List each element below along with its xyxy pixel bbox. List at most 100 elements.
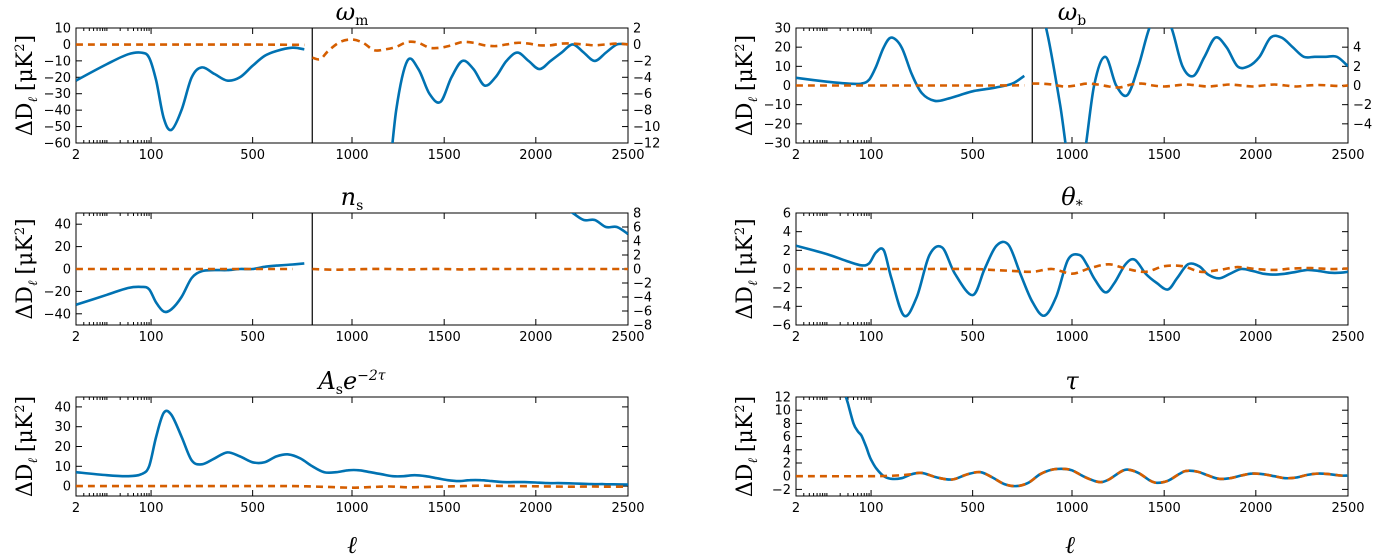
y-tick-label: 4	[783, 225, 791, 240]
y-tick-label-right: 0	[1353, 79, 1361, 94]
ylabel-superscript: 2	[733, 44, 748, 52]
y-tick-label-right: 6	[633, 221, 641, 236]
ylabel-close: ]	[733, 396, 758, 405]
y-axis-label: ΔDℓ [μK2]	[13, 35, 41, 136]
x-tick-label: 2	[72, 501, 80, 516]
y-tick-label-right: −4	[633, 71, 652, 86]
ylabel-main: ΔD	[733, 464, 758, 498]
ylabel-subscript: ℓ	[746, 97, 761, 103]
y-axis-label: ΔDℓ [μK2]	[13, 396, 41, 497]
ylabel-main: ΔD	[733, 286, 758, 320]
y-axis-label: ΔDℓ [μK2]	[13, 218, 41, 319]
ylabel-superscript: 2	[13, 44, 28, 52]
y-tick-label: −20	[44, 285, 71, 300]
x-tick-label: 500	[960, 501, 985, 516]
y-tick-label: 8	[783, 417, 791, 432]
ylabel-superscript: 2	[733, 227, 748, 235]
series-line-solid	[76, 409, 628, 486]
y-tick-label: −40	[44, 307, 71, 322]
ylabel-subscript: ℓ	[26, 97, 41, 103]
y-tick-label: 6	[783, 430, 791, 445]
x-tick-label: 1000	[1055, 501, 1088, 516]
ylabel-subscript: ℓ	[746, 458, 761, 464]
ylabel-superscript: 2	[733, 405, 748, 413]
title-main: ω	[336, 0, 356, 26]
y-tick-label-right: 2	[633, 22, 641, 37]
x-tick-label: 100	[139, 330, 164, 345]
x-tick-label: 2	[792, 330, 800, 345]
title-main: θ	[1061, 183, 1076, 211]
y-tick-label: 10	[54, 22, 71, 37]
series-line-solid	[796, 36, 1026, 103]
y-tick-label: 0	[783, 79, 791, 94]
y-tick-label-right: 4	[1353, 41, 1361, 56]
y-tick-label: −50	[44, 120, 71, 135]
y-tick-label-right: −2	[633, 277, 652, 292]
ylabel-unit: [μK	[13, 412, 38, 452]
title-subscript: *	[1076, 198, 1083, 214]
y-tick-label-right: −8	[633, 319, 652, 334]
x-tick-label: 500	[240, 501, 265, 516]
y-tick-label: 2	[783, 244, 791, 259]
x-tick-label: 2000	[1239, 330, 1272, 345]
y-tick-label-right: −12	[633, 137, 660, 152]
x-tick-label: 1500	[1148, 148, 1181, 163]
panel-title: ωb	[1058, 0, 1087, 29]
title-subscript: s	[356, 198, 363, 214]
y-tick-label: 10	[774, 404, 791, 419]
ylabel-superscript: 2	[13, 227, 28, 235]
y-tick-label: 4	[783, 443, 791, 458]
title-main: A	[316, 367, 335, 395]
plot-frame	[75, 27, 629, 144]
title-superscript: −2τ	[357, 368, 386, 384]
x-tick-label: 2000	[519, 330, 552, 345]
x-tick-label: 2500	[611, 148, 644, 163]
x-tick-label: 2500	[611, 501, 644, 516]
x-tick-label: 500	[960, 330, 985, 345]
panel-title: θ*	[1061, 183, 1082, 214]
x-tick-label: 100	[859, 501, 884, 516]
y-tick-label-right: 2	[1353, 60, 1361, 75]
x-tick-label: 2000	[519, 148, 552, 163]
x-tick-label: 2000	[519, 501, 552, 516]
y-tick-label: 20	[54, 440, 71, 455]
title-main: n	[341, 183, 356, 211]
title-subscript: s	[336, 382, 343, 398]
x-tick-label: 1500	[1148, 501, 1181, 516]
ylabel-main: ΔD	[13, 464, 38, 498]
panel-title: ns	[341, 183, 364, 214]
ylabel-superscript: 2	[13, 405, 28, 413]
x-tick-label: 2500	[1331, 501, 1364, 516]
x-tick-label: 1500	[428, 330, 461, 345]
x-tick-label: 1000	[1055, 148, 1088, 163]
x-tick-label: 2	[792, 148, 800, 163]
series-line-dashed	[796, 467, 1348, 488]
x-tick-label: 500	[240, 148, 265, 163]
title-main: τ	[1065, 367, 1079, 395]
x-tick-label: 2500	[1331, 148, 1364, 163]
x-tick-label: 1000	[1055, 330, 1088, 345]
ylabel-close: ]	[13, 218, 38, 227]
x-tick-label: 500	[240, 330, 265, 345]
x-axis-label-left: ℓ	[347, 531, 357, 559]
series-line-dashed	[312, 267, 628, 272]
y-tick-label: 40	[54, 400, 71, 415]
y-tick-label-right: −4	[1353, 117, 1372, 132]
plot-frame	[795, 396, 1349, 497]
plot-frame	[75, 396, 629, 497]
y-tick-label: 40	[54, 218, 71, 233]
y-axis-label: ΔDℓ [μK2]	[733, 35, 761, 136]
y-tick-label: 0	[783, 470, 791, 485]
y-axis-label: ΔDℓ [μK2]	[733, 218, 761, 319]
series-line-solid	[1044, 28, 1348, 143]
series-line-dashed	[76, 484, 628, 490]
y-tick-label: 6	[783, 207, 791, 222]
y-tick-label: 20	[54, 240, 71, 255]
x-tick-label: 2	[72, 330, 80, 345]
series-line-solid	[570, 213, 628, 236]
y-tick-label: 0	[783, 263, 791, 278]
